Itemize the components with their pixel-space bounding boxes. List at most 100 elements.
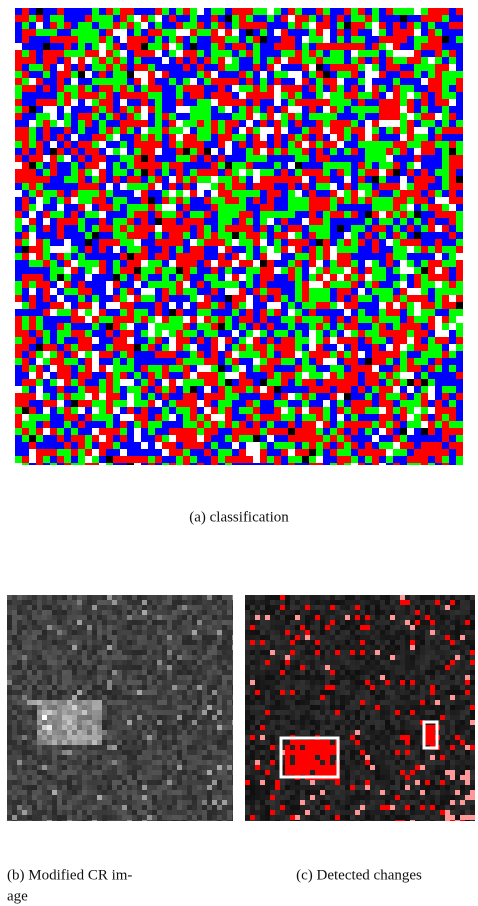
pixel <box>169 463 176 465</box>
pixel <box>183 414 190 421</box>
pixel <box>379 148 386 155</box>
pixel <box>99 358 106 365</box>
pixel <box>400 316 407 323</box>
pixel <box>358 449 365 456</box>
pixel <box>246 407 253 414</box>
pixel <box>281 330 288 337</box>
pixel <box>57 665 62 670</box>
pixel <box>232 414 239 421</box>
pixel <box>22 456 29 463</box>
pixel <box>127 134 134 141</box>
pixel <box>36 50 43 57</box>
pixel <box>155 169 162 176</box>
pixel <box>134 183 141 190</box>
pixel <box>428 288 435 295</box>
pixel <box>52 600 57 605</box>
pixel <box>36 197 43 204</box>
pixel <box>316 64 323 71</box>
pixel <box>50 197 57 204</box>
pixel <box>82 675 87 680</box>
pixel <box>281 302 288 309</box>
pixel <box>78 134 85 141</box>
pixel <box>400 463 407 465</box>
pixel <box>323 442 330 449</box>
pixel <box>147 610 152 615</box>
pixel <box>253 176 260 183</box>
pixel <box>15 36 22 43</box>
pixel <box>456 225 463 232</box>
pixel <box>456 267 463 274</box>
pixel <box>197 15 204 22</box>
pixel <box>351 120 358 127</box>
pixel <box>400 57 407 64</box>
pixel <box>12 655 17 660</box>
pixel <box>400 127 407 134</box>
pixel <box>456 22 463 29</box>
pixel <box>141 323 148 330</box>
pixel <box>106 372 113 379</box>
pixel <box>281 456 288 463</box>
pixel <box>309 393 316 400</box>
pixel <box>211 393 218 400</box>
pixel <box>253 330 260 337</box>
pixel <box>92 162 99 169</box>
pixel <box>78 288 85 295</box>
pixel <box>323 113 330 120</box>
pixel <box>42 665 47 670</box>
pixel <box>239 169 246 176</box>
pixel <box>57 645 62 650</box>
pixel <box>190 85 197 92</box>
pixel <box>207 610 212 615</box>
pixel <box>120 253 127 260</box>
pixel <box>141 309 148 316</box>
pixel <box>67 660 72 665</box>
pixel <box>78 358 85 365</box>
pixel <box>351 36 358 43</box>
pixel <box>78 281 85 288</box>
pixel <box>351 141 358 148</box>
pixel <box>85 78 92 85</box>
pixel <box>337 442 344 449</box>
pixel <box>407 99 414 106</box>
pixel <box>167 595 172 600</box>
pixel <box>239 8 246 15</box>
pixel <box>155 330 162 337</box>
pixel <box>192 670 197 675</box>
pixel <box>212 595 217 600</box>
pixel <box>344 15 351 22</box>
pixel <box>162 246 169 253</box>
pixel <box>22 71 29 78</box>
pixel <box>386 113 393 120</box>
pixel <box>274 463 281 465</box>
pixel <box>22 155 29 162</box>
pixel <box>232 435 239 442</box>
pixel <box>309 330 316 337</box>
pixel <box>421 421 428 428</box>
pixel <box>330 197 337 204</box>
pixel <box>435 92 442 99</box>
pixel <box>232 127 239 134</box>
pixel <box>207 625 212 630</box>
pixel <box>400 176 407 183</box>
pixel <box>57 393 64 400</box>
pixel <box>253 253 260 260</box>
pixel <box>386 449 393 456</box>
pixel <box>253 85 260 92</box>
pixel <box>32 630 37 635</box>
pixel <box>379 449 386 456</box>
pixel <box>379 50 386 57</box>
pixel <box>267 414 274 421</box>
pixel <box>400 253 407 260</box>
pixel <box>309 71 316 78</box>
pixel <box>386 421 393 428</box>
pixel <box>232 302 239 309</box>
pixel <box>309 197 316 204</box>
pixel <box>176 78 183 85</box>
pixel <box>113 64 120 71</box>
pixel <box>232 113 239 120</box>
pixel <box>449 197 456 204</box>
pixel <box>127 463 134 465</box>
pixel <box>379 428 386 435</box>
pixel <box>137 595 142 600</box>
pixel <box>267 162 274 169</box>
